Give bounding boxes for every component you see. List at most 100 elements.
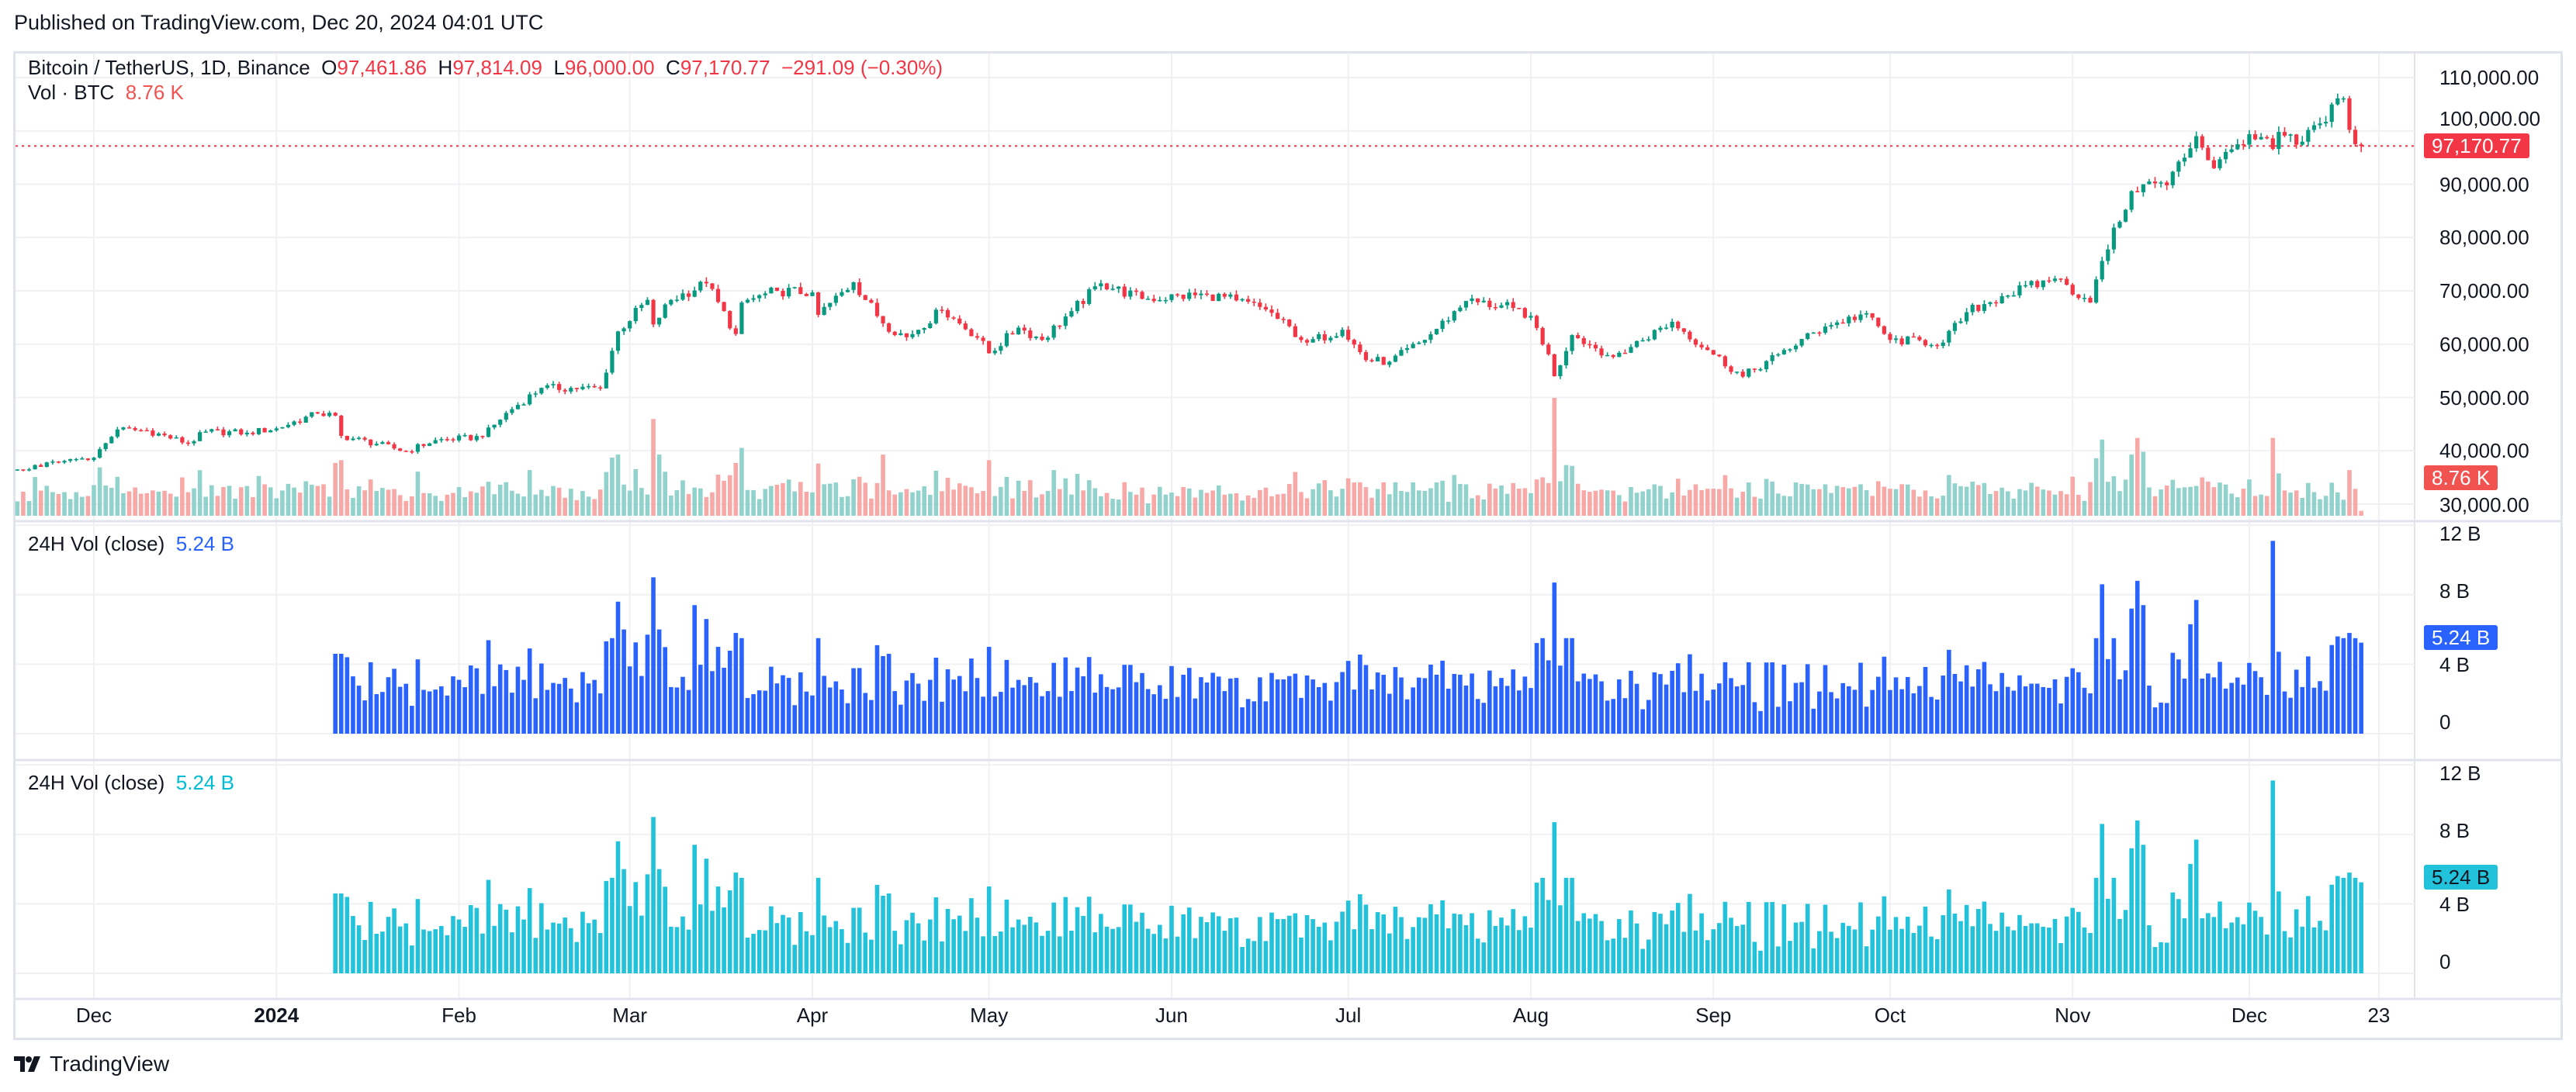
pane3-volume-bar: [1293, 913, 1298, 973]
volume-bar: [327, 496, 332, 516]
volume-bar: [1428, 488, 1433, 516]
pane2-volume-bar: [981, 696, 985, 734]
pane2-volume-bar: [510, 693, 514, 734]
pane2-volume-bar: [639, 676, 644, 734]
symbol-title[interactable]: Bitcoin / TetherUS, 1D, Binance: [28, 56, 310, 79]
candle-body: [1117, 286, 1121, 289]
volume-bar: [1834, 486, 1840, 516]
volume-bar: [1758, 498, 1763, 516]
pane2-volume-bar: [986, 647, 992, 734]
candle-body: [763, 293, 767, 295]
candle-body: [539, 388, 544, 394]
pane2-volume-bar: [1293, 673, 1298, 734]
pane2-volume-bar: [2129, 608, 2134, 734]
volume-bar: [2182, 487, 2187, 516]
pane3-volume-bar: [1958, 921, 1963, 973]
volume-bar: [2129, 454, 2134, 516]
volume-bar: [1504, 493, 1510, 516]
pane2-volume-bar: [397, 686, 403, 734]
candle-body: [1299, 337, 1304, 340]
pane2-volume-bar: [2359, 642, 2363, 734]
volume-bar: [174, 496, 179, 516]
candle-body: [2052, 278, 2058, 282]
candle-body: [39, 465, 43, 467]
volume-bar: [957, 483, 962, 516]
pane2-volume-bar: [551, 682, 556, 734]
pane2-volume-bar: [497, 664, 503, 734]
volume-bar: [2082, 500, 2087, 516]
volume-bar: [2235, 497, 2240, 516]
candle-body: [1970, 305, 1975, 313]
time-axis-label: Mar: [612, 1004, 648, 1027]
candle-body: [1699, 344, 1704, 347]
pane3-volume-bar: [445, 935, 450, 973]
close-label: C: [666, 56, 680, 79]
volume-label[interactable]: Vol · BTC: [28, 81, 115, 104]
volume-bar: [1852, 486, 1858, 516]
candle-body: [292, 421, 296, 425]
volume-bar: [727, 475, 732, 516]
candle-body: [156, 434, 161, 436]
pane2-volume-bar: [1611, 699, 1616, 734]
pane2-volume-bar: [1622, 698, 1628, 734]
volume-bar: [256, 475, 261, 516]
pane3-volume-bar: [1546, 900, 1551, 973]
volume-bar: [80, 496, 85, 516]
pane3-label[interactable]: 24H Vol (close): [28, 771, 165, 794]
volume-bar: [2011, 498, 2017, 516]
pane2-volume-bar: [480, 693, 485, 734]
pane3-volume-bar: [1316, 926, 1321, 973]
volume-bar: [1529, 492, 1533, 516]
pane2-volume-bar: [1286, 676, 1292, 734]
pane2-volume-bar: [1340, 672, 1345, 734]
volume-bar: [1252, 497, 1257, 516]
candle-body: [781, 291, 785, 297]
candle-body: [510, 409, 514, 413]
pane2-volume-bar: [1670, 670, 1674, 734]
pane2-volume-bar: [1858, 662, 1863, 734]
pane3-volume-bar: [1004, 899, 1009, 973]
volume-bar: [1847, 488, 1851, 516]
candle-body: [586, 385, 591, 388]
volume-bar: [1546, 482, 1551, 516]
volume-bar: [2335, 492, 2340, 516]
candle-body: [774, 287, 780, 291]
pane2-label[interactable]: 24H Vol (close): [28, 532, 165, 555]
pane2-volume-bar: [586, 683, 591, 734]
tradingview-logo[interactable]: TradingView: [14, 1052, 169, 1076]
volume-bar: [933, 470, 939, 516]
pane3-volume-bar: [533, 938, 538, 973]
pane3-volume-bar: [2259, 917, 2263, 973]
candle-body: [456, 435, 462, 441]
candle-body: [2294, 134, 2299, 145]
volume-bar: [251, 497, 255, 516]
pane3-volume-bar: [2093, 877, 2099, 973]
volume-bar: [2288, 492, 2293, 516]
candle-body: [2329, 104, 2334, 123]
volume-bar: [563, 497, 567, 516]
volume-bar: [2282, 490, 2287, 516]
volume-bar: [44, 486, 50, 516]
volume-bar: [1734, 497, 1740, 516]
pane3-volume-bar: [663, 886, 668, 973]
pane2-volume-bar: [1487, 670, 1492, 734]
pane3-volume-bar: [2052, 918, 2058, 973]
pane3-volume-bar: [480, 933, 485, 973]
candle-body: [1882, 326, 1886, 334]
pane3-volume-bar: [2218, 901, 2222, 973]
candle-body: [528, 394, 532, 405]
candle-body: [2218, 159, 2222, 168]
volume-bar: [427, 492, 432, 516]
candle-body: [15, 469, 19, 471]
pane3-volume-bar: [999, 931, 1003, 973]
candle-body: [2076, 294, 2081, 299]
published-note: Published on TradingView.com, Dec 20, 20…: [14, 11, 544, 34]
pane3-volume-bar: [1428, 904, 1433, 973]
pane3-volume-bar: [1381, 914, 1387, 973]
candle-body: [910, 333, 915, 337]
pane3-volume-bar: [1334, 921, 1339, 973]
candle-body: [33, 465, 37, 470]
candle-body: [545, 385, 550, 389]
candle-body: [1470, 298, 1474, 302]
